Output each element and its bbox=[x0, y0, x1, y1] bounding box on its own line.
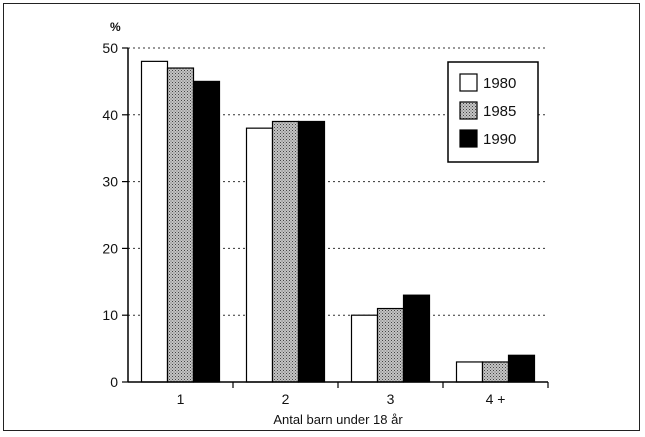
x-axis-label: Antal barn under 18 år bbox=[273, 412, 403, 427]
bar-1985-cat-2 bbox=[271, 120, 300, 383]
y-axis-ticks: 0 10 20 30 40 50 bbox=[102, 40, 128, 390]
x-tick-label: 2 bbox=[282, 391, 290, 407]
y-tick-label: 20 bbox=[102, 240, 118, 256]
bar-chart: % 0 10 20 30 40 50 1 2 3 4 + Antal barn under 18… bbox=[102, 20, 549, 427]
y-tick-label: 30 bbox=[102, 174, 118, 190]
bar-1985-cat-3 bbox=[376, 307, 405, 383]
bars bbox=[140, 60, 536, 383]
x-tick-label: 4 + bbox=[486, 391, 506, 407]
legend-swatch-1985 bbox=[459, 101, 478, 120]
bar-1990-cat-4 bbox=[507, 354, 536, 383]
chart-frame: % 0 10 20 30 40 50 1 2 3 4 + Antal barn under 18… bbox=[3, 3, 640, 431]
y-unit-label: % bbox=[110, 20, 121, 34]
bar-1980-cat-3 bbox=[350, 314, 379, 383]
bar-1990-cat-3 bbox=[402, 294, 431, 383]
legend-label-1990: 1990 bbox=[483, 131, 516, 148]
legend-label-1985: 1985 bbox=[483, 103, 516, 120]
x-tick-label: 1 bbox=[177, 391, 185, 407]
bar-1990-cat-1 bbox=[192, 80, 221, 383]
y-tick-label: 50 bbox=[102, 40, 118, 56]
bar-1985-cat-1 bbox=[166, 67, 195, 383]
legend-label-1980: 1980 bbox=[483, 75, 516, 92]
bar-1985-cat-4 bbox=[481, 361, 510, 383]
x-axis-ticks: 1 2 3 4 + bbox=[177, 382, 549, 407]
bar-1980-cat-2 bbox=[245, 127, 274, 383]
legend-swatch-1980 bbox=[459, 73, 478, 92]
legend-swatch-1990 bbox=[459, 129, 478, 148]
bar-1980-cat-4 bbox=[455, 361, 484, 383]
bar-1980-cat-1 bbox=[140, 60, 169, 383]
y-tick-label: 0 bbox=[110, 374, 118, 390]
y-tick-label: 10 bbox=[102, 307, 118, 323]
legend: 1980 1985 1990 bbox=[447, 61, 539, 163]
y-tick-label: 40 bbox=[102, 107, 118, 123]
x-tick-label: 3 bbox=[387, 391, 395, 407]
bar-1990-cat-2 bbox=[297, 120, 326, 383]
